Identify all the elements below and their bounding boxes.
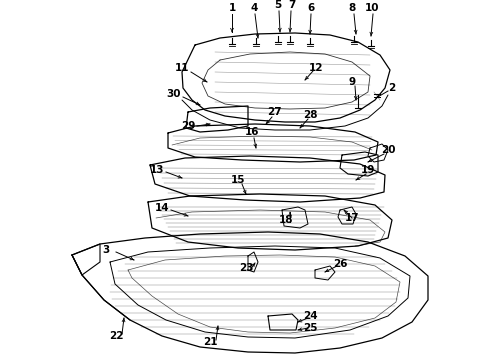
- Text: 23: 23: [239, 263, 253, 273]
- Text: 9: 9: [348, 77, 356, 87]
- Text: 11: 11: [175, 63, 189, 73]
- Text: 14: 14: [155, 203, 170, 213]
- Text: 24: 24: [303, 311, 318, 321]
- Text: 27: 27: [267, 107, 281, 117]
- Text: 25: 25: [303, 323, 317, 333]
- Text: 15: 15: [231, 175, 245, 185]
- Text: 21: 21: [203, 337, 217, 347]
- Text: 8: 8: [348, 3, 356, 13]
- Text: 10: 10: [365, 3, 379, 13]
- Text: 30: 30: [167, 89, 181, 99]
- Text: 5: 5: [274, 0, 282, 10]
- Text: 22: 22: [109, 331, 123, 341]
- Text: 29: 29: [181, 121, 195, 131]
- Text: 16: 16: [245, 127, 259, 137]
- Text: 26: 26: [333, 259, 347, 269]
- Text: 28: 28: [303, 110, 317, 120]
- Text: 20: 20: [381, 145, 395, 155]
- Text: 12: 12: [309, 63, 323, 73]
- Text: 18: 18: [279, 215, 293, 225]
- Text: 3: 3: [102, 245, 110, 255]
- Text: 19: 19: [361, 165, 375, 175]
- Text: 6: 6: [307, 3, 315, 13]
- Text: 7: 7: [288, 0, 295, 10]
- Text: 1: 1: [228, 3, 236, 13]
- Text: 2: 2: [389, 83, 395, 93]
- Text: 13: 13: [150, 165, 164, 175]
- Text: 4: 4: [250, 3, 258, 13]
- Text: 17: 17: [344, 213, 359, 223]
